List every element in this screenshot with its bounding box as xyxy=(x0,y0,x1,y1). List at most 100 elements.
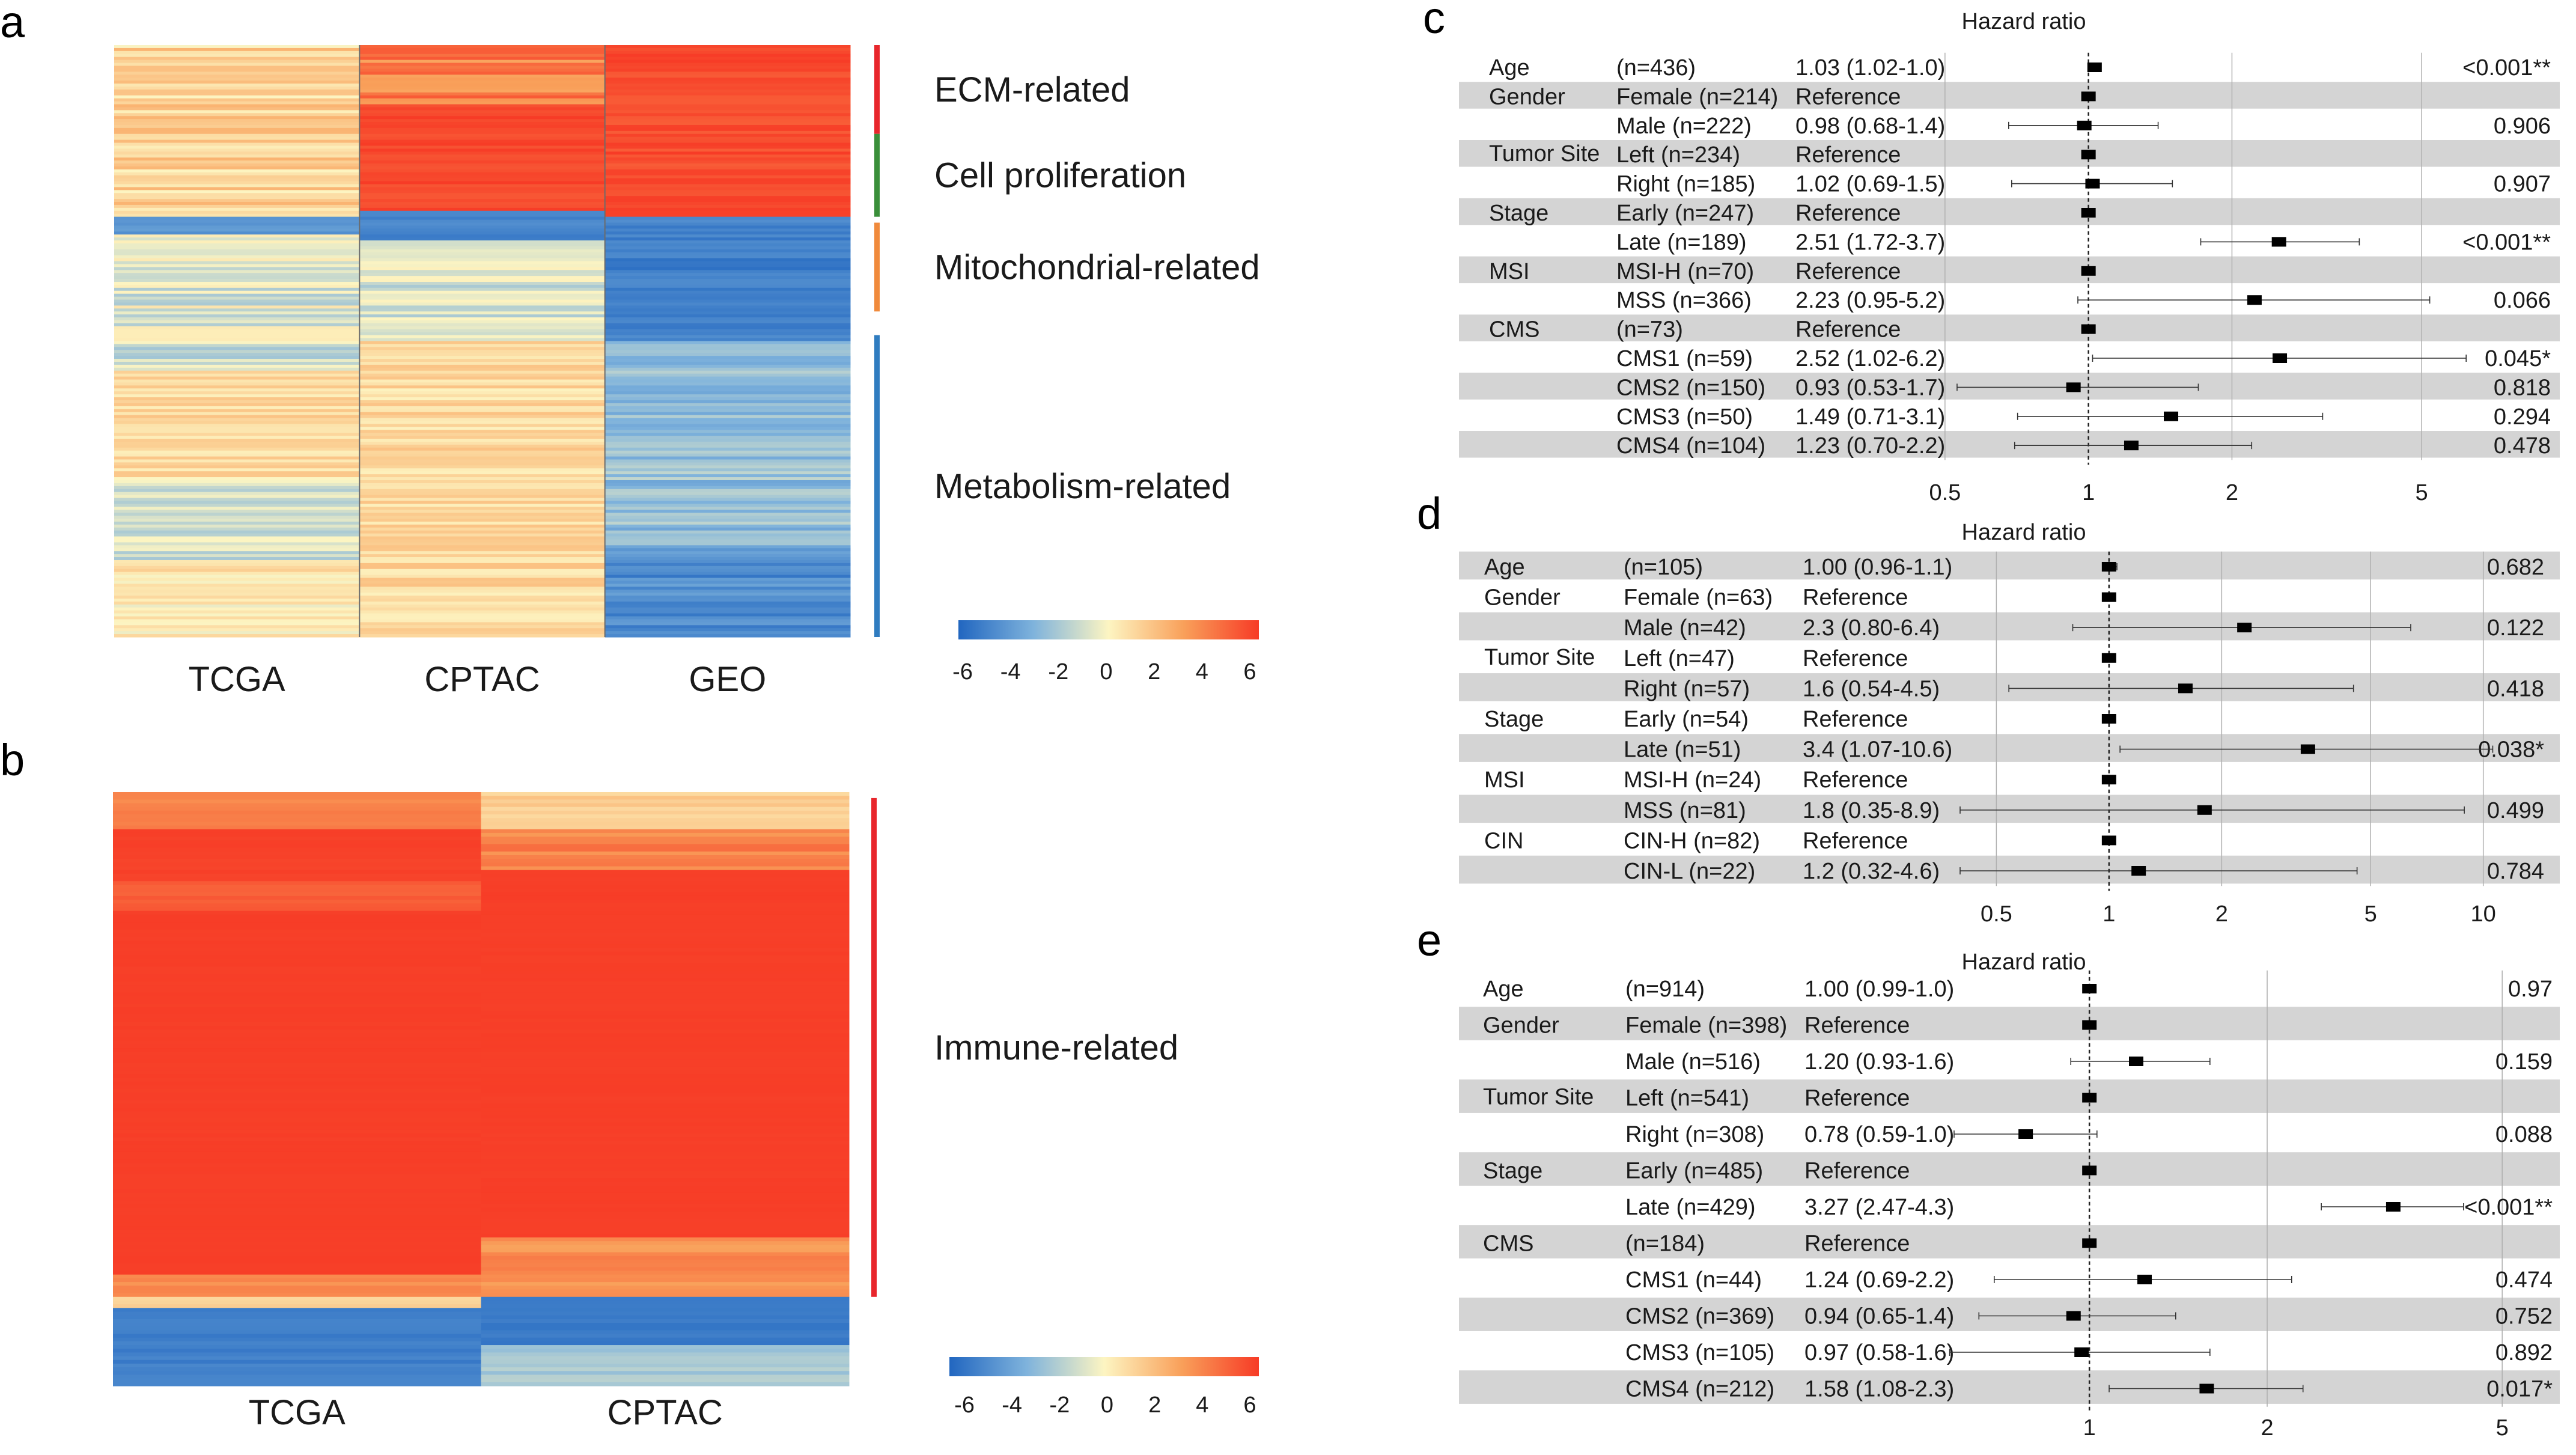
heatmap-a-cell xyxy=(604,601,851,605)
forest-c-variable: Stage xyxy=(1489,201,1548,226)
heatmap-a-cell xyxy=(114,447,360,451)
heatmap-a-cell xyxy=(359,101,606,105)
heatmap-a-cell xyxy=(359,634,606,638)
forest-d-point xyxy=(2197,805,2212,815)
heatmap-a-cell xyxy=(114,394,360,398)
heatmap-a-cell xyxy=(604,293,851,297)
heatmap-b-cell xyxy=(113,1070,481,1075)
heatmap-b-cell xyxy=(113,847,481,852)
heatmap-a-cell xyxy=(114,216,360,221)
forest-e-hr-text: Reference xyxy=(1804,1013,1910,1039)
heatmap-b-cell xyxy=(481,996,850,1001)
heatmap-a-cell xyxy=(359,110,606,114)
forest-d-variable: Tumor Site xyxy=(1484,645,1595,670)
heatmap-a-cell xyxy=(359,601,606,605)
heatmap-a-cell xyxy=(604,196,851,200)
heatmap-a-cell xyxy=(114,513,360,516)
heatmap-a-cell xyxy=(114,56,360,61)
heatmap-a-cell xyxy=(359,542,606,546)
heatmap-a-cell xyxy=(114,66,360,69)
heatmap-b-cell xyxy=(113,1163,481,1168)
heatmap-a-cell xyxy=(359,412,606,416)
heatmap-a-cell xyxy=(604,400,851,404)
heatmap-a-cell xyxy=(114,557,360,561)
forest-e-p-value: 0.97 xyxy=(2508,977,2553,1002)
heatmap-b-cell xyxy=(481,903,850,908)
heatmap-a-cell xyxy=(114,84,360,87)
heatmap-b-cell xyxy=(481,1237,850,1242)
heatmap-a-cell xyxy=(604,524,851,528)
heatmap-a-cell xyxy=(114,305,360,309)
heatmap-a-cell xyxy=(114,364,360,368)
heatmap-b-cell xyxy=(113,966,481,971)
heatmap-a-cell xyxy=(114,356,360,359)
heatmap-b-cell xyxy=(113,907,481,912)
forest-e-point xyxy=(2018,1129,2033,1139)
group-bar-a xyxy=(874,335,880,637)
heatmap-a-cell xyxy=(604,59,851,64)
heatmap-a-cell xyxy=(114,199,360,203)
heatmap-a-cell xyxy=(604,323,851,327)
heatmap-b-cell xyxy=(113,1081,481,1086)
forest-e-hr-text: Reference xyxy=(1804,1231,1910,1257)
heatmap-a-cell xyxy=(604,501,851,504)
heatmap-a-cell xyxy=(114,409,360,413)
colorbar-a-tick-label: -4 xyxy=(1000,659,1021,685)
heatmap-a-cell xyxy=(359,507,606,510)
heatmap-b-cell xyxy=(481,992,850,997)
forest-e-hr-text: Reference xyxy=(1804,1159,1910,1184)
heatmap-b-cell xyxy=(481,1300,850,1305)
forest-c-tick-label: 5 xyxy=(2416,480,2428,505)
forest-c-point xyxy=(2066,382,2081,392)
heatmap-b-cell xyxy=(481,1278,850,1283)
heatmap-a-cell xyxy=(604,222,851,227)
heatmap-b-cell xyxy=(113,951,481,956)
heatmap-b-cell xyxy=(113,941,481,945)
forest-d-title: Hazard ratio xyxy=(1962,520,2086,545)
heatmap-a-cell xyxy=(359,243,606,247)
heatmap-a-cell xyxy=(114,184,360,188)
heatmap-a-cell xyxy=(604,551,851,555)
forest-e-level: CMS2 (n=369) xyxy=(1625,1304,1774,1329)
heatmap-a-column-label: CPTAC xyxy=(424,660,540,699)
heatmap-a-cell xyxy=(114,335,360,339)
heatmap-a-cell xyxy=(114,329,360,333)
heatmap-b-cell xyxy=(481,822,850,826)
heatmap-b xyxy=(113,792,850,1386)
heatmap-b-cell xyxy=(113,825,481,830)
heatmap-a-cell xyxy=(604,72,851,75)
heatmap-b-cell xyxy=(113,818,481,822)
heatmap-b-cell xyxy=(113,959,481,963)
heatmap-a-cell xyxy=(359,359,606,362)
heatmap-b-cell xyxy=(481,851,850,856)
heatmap-a-cell xyxy=(604,527,851,531)
heatmap-a-cell xyxy=(359,160,606,164)
heatmap-a-cell xyxy=(359,471,606,475)
heatmap-b-cell xyxy=(481,914,850,919)
forest-c-level: Female (n=214) xyxy=(1616,84,1778,109)
forest-c-level: MSI-H (n=70) xyxy=(1616,259,1754,284)
heatmap-a-cell xyxy=(359,516,606,519)
heatmap-b-cell xyxy=(113,1048,481,1052)
heatmap-a-cell xyxy=(359,521,606,525)
heatmap-a-cell xyxy=(114,243,360,247)
heatmap-a-cell xyxy=(604,394,851,398)
heatmap-a-cell xyxy=(604,213,851,218)
heatmap-a-cell xyxy=(114,86,360,90)
forest-c-variable: MSI xyxy=(1489,259,1530,284)
heatmap-b-cell xyxy=(113,1207,481,1212)
forest-d-p-value: 0.122 xyxy=(2487,615,2544,641)
heatmap-b-cell xyxy=(113,1137,481,1142)
heatmap-a-cell xyxy=(604,84,851,87)
heatmap-a-cell xyxy=(114,397,360,401)
heatmap-a-cell xyxy=(359,524,606,528)
forest-d-row-band xyxy=(1459,855,2560,884)
heatmap-a-cell xyxy=(604,98,851,102)
heatmap-a-cell xyxy=(604,590,851,593)
heatmap-b-cell xyxy=(113,1341,481,1346)
heatmap-a-cell xyxy=(359,53,606,58)
heatmap-b-cell xyxy=(481,1267,850,1272)
heatmap-a-cell xyxy=(114,622,360,626)
heatmap-a-cell xyxy=(604,424,851,427)
heatmap-b-cell xyxy=(113,822,481,826)
